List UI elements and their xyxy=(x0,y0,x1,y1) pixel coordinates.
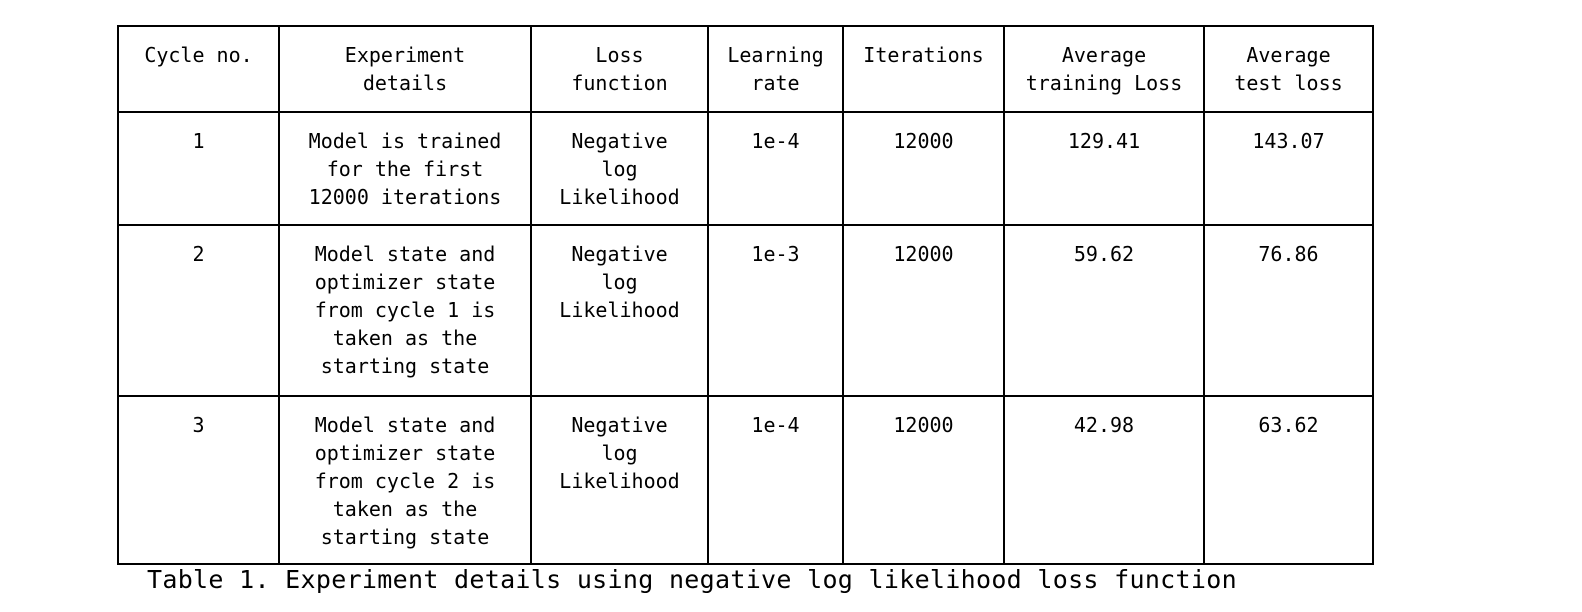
cell-loss-function: Negative log Likelihood xyxy=(530,111,709,226)
cell-average-test-loss: 143.07 xyxy=(1203,111,1374,226)
cell-learning-rate: 1e-4 xyxy=(707,111,844,226)
table-row: 2 Model state and optimizer state from c… xyxy=(117,224,1374,397)
cell-iterations: 12000 xyxy=(842,224,1005,397)
header-experiment-details: Experiment details xyxy=(278,25,532,113)
header-learning-rate: Learning rate xyxy=(707,25,844,113)
header-iterations: Iterations xyxy=(842,25,1005,113)
table-row: 1 Model is trained for the first 12000 i… xyxy=(117,111,1374,226)
cell-average-training-loss: 129.41 xyxy=(1003,111,1205,226)
cell-cycle-no: 3 xyxy=(117,395,280,565)
table-row: 3 Model state and optimizer state from c… xyxy=(117,395,1374,565)
experiment-table-container: Cycle no. Experiment details Loss functi… xyxy=(117,25,1374,565)
cell-average-training-loss: 42.98 xyxy=(1003,395,1205,565)
cell-experiment-details: Model state and optimizer state from cyc… xyxy=(278,395,532,565)
cell-cycle-no: 1 xyxy=(117,111,280,226)
cell-iterations: 12000 xyxy=(842,111,1005,226)
cell-cycle-no: 2 xyxy=(117,224,280,397)
header-cycle-no: Cycle no. xyxy=(117,25,280,113)
cell-iterations: 12000 xyxy=(842,395,1005,565)
cell-loss-function: Negative log Likelihood xyxy=(530,224,709,397)
cell-average-training-loss: 59.62 xyxy=(1003,224,1205,397)
table-header-row: Cycle no. Experiment details Loss functi… xyxy=(117,25,1374,113)
cell-learning-rate: 1e-4 xyxy=(707,395,844,565)
cell-loss-function: Negative log Likelihood xyxy=(530,395,709,565)
experiment-table: Cycle no. Experiment details Loss functi… xyxy=(117,25,1374,565)
cell-experiment-details: Model state and optimizer state from cyc… xyxy=(278,224,532,397)
cell-learning-rate: 1e-3 xyxy=(707,224,844,397)
header-average-test-loss: Average test loss xyxy=(1203,25,1374,113)
cell-average-test-loss: 63.62 xyxy=(1203,395,1374,565)
cell-experiment-details: Model is trained for the first 12000 ite… xyxy=(278,111,532,226)
header-loss-function: Loss function xyxy=(530,25,709,113)
header-average-training-loss: Average training Loss xyxy=(1003,25,1205,113)
table-caption: Table 1. Experiment details using negati… xyxy=(147,565,1237,594)
cell-average-test-loss: 76.86 xyxy=(1203,224,1374,397)
